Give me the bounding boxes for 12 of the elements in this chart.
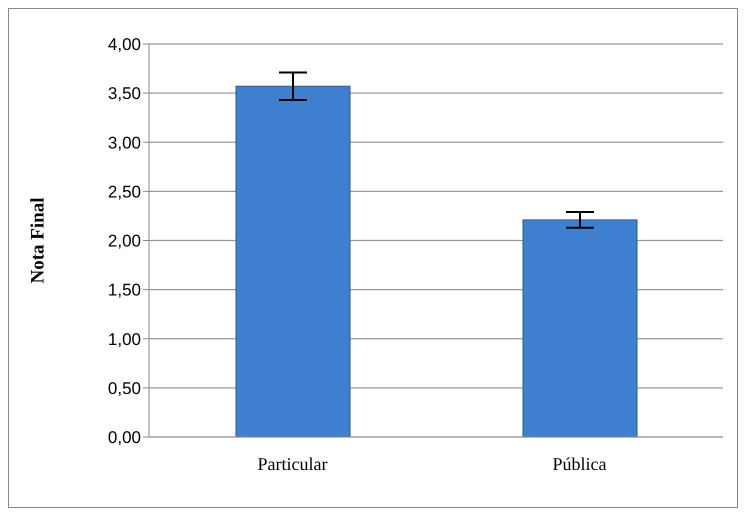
y-tick-label: 4,00 bbox=[108, 35, 141, 54]
x-tick-label: Particular bbox=[258, 454, 328, 474]
x-tick-label: Pública bbox=[552, 454, 606, 474]
y-tick-label: 0,50 bbox=[108, 378, 141, 398]
y-tick-label: 3,50 bbox=[108, 84, 141, 104]
y-tick-label: 0,00 bbox=[108, 428, 141, 448]
y-tick-label: 1,50 bbox=[108, 280, 141, 300]
y-axis-title: Nota Final bbox=[28, 197, 49, 284]
y-tick-label: 1,00 bbox=[108, 330, 141, 349]
y-tick-label: 3,00 bbox=[108, 133, 141, 152]
y-tick-label: 2,50 bbox=[108, 182, 141, 202]
y-tick-label: 2,00 bbox=[108, 232, 141, 251]
